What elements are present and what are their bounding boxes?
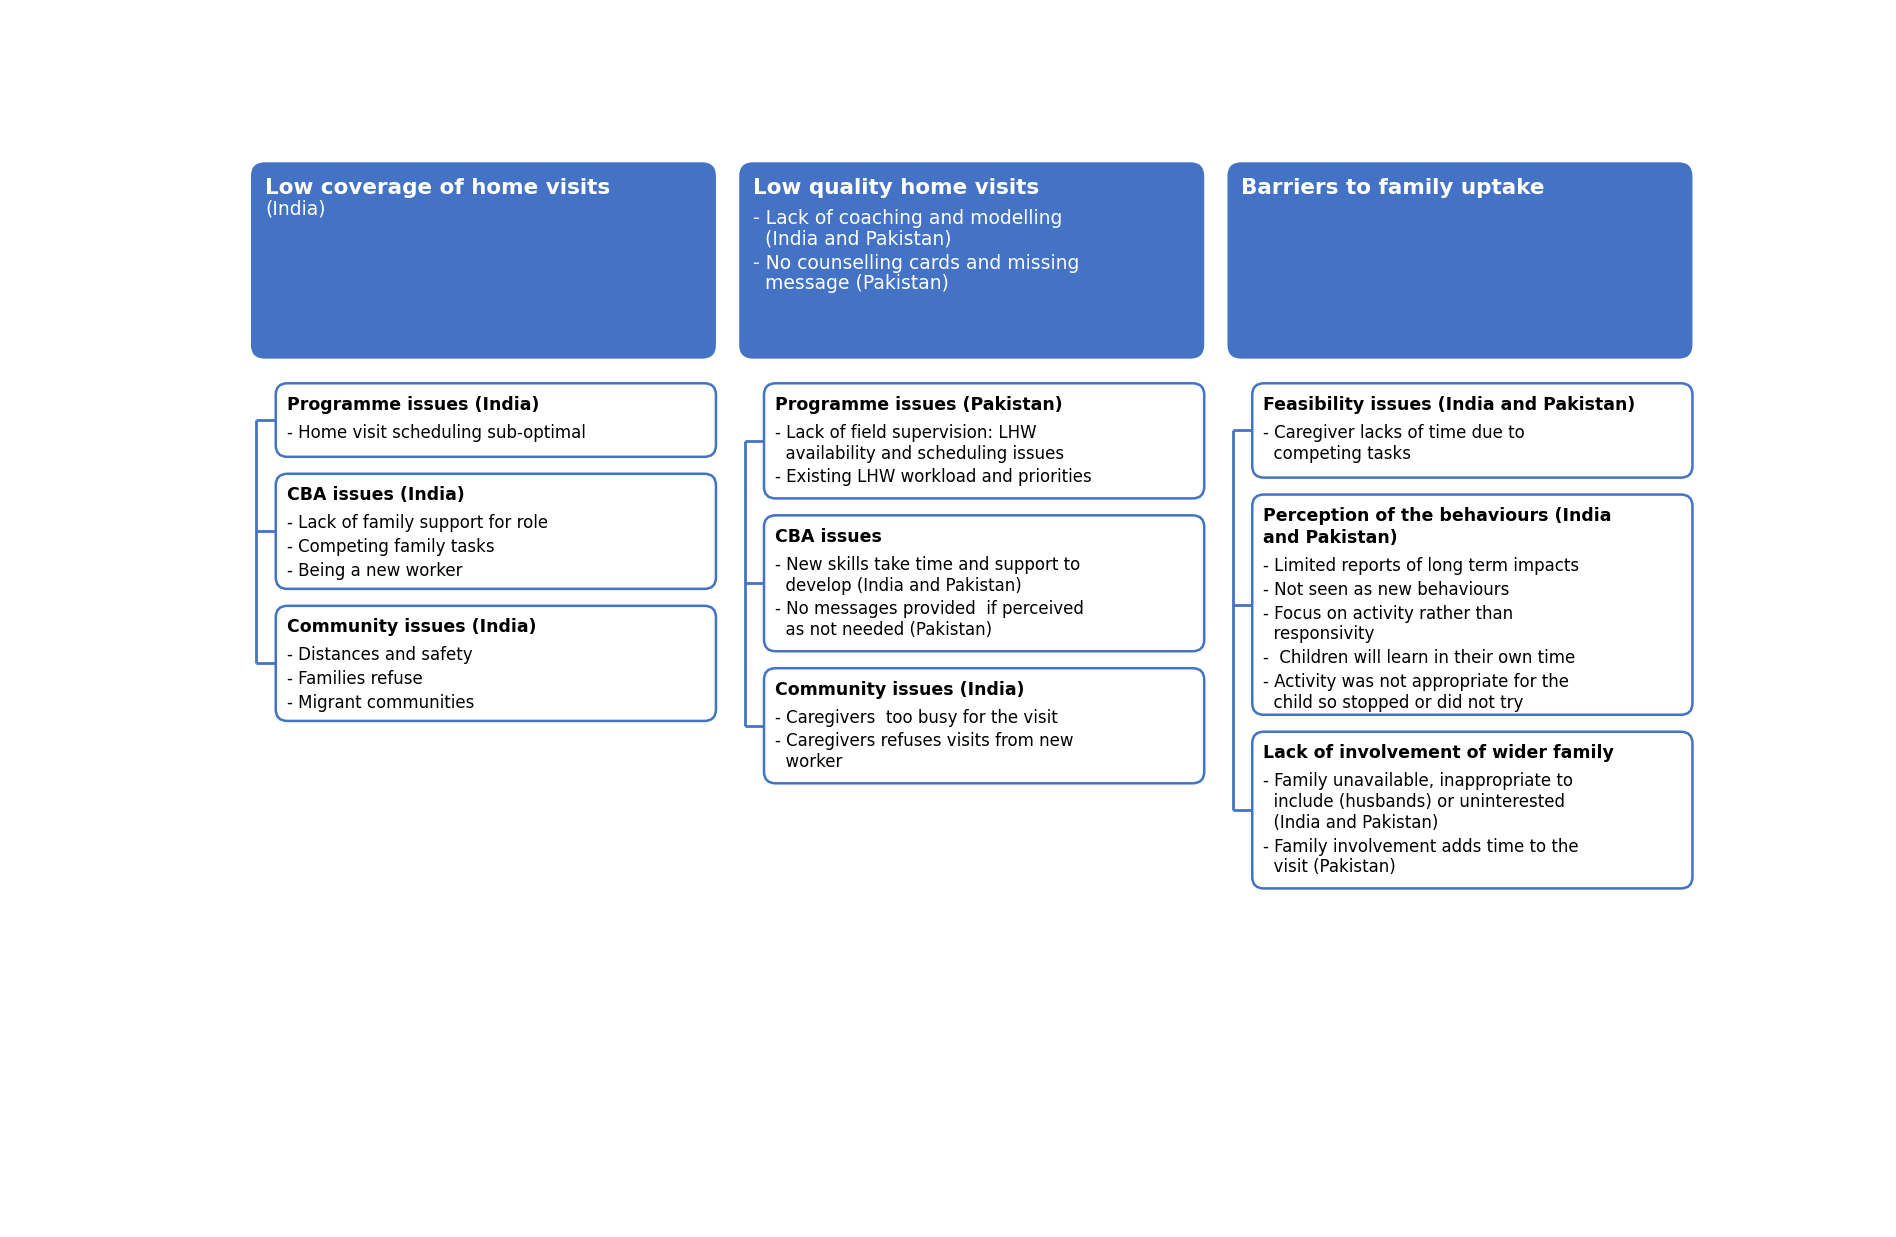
Text: and Pakistan): and Pakistan) [1263,529,1397,547]
Text: (India): (India) [265,199,326,219]
Text: child so stopped or did not try: child so stopped or did not try [1263,694,1524,713]
Text: - Migrant communities: - Migrant communities [286,694,474,713]
Text: Low coverage of home visits: Low coverage of home visits [265,178,611,198]
Text: as not needed (Pakistan): as not needed (Pakistan) [775,621,992,640]
Text: - Not seen as new behaviours: - Not seen as new behaviours [1263,581,1509,599]
FancyBboxPatch shape [275,606,717,721]
Text: - Lack of coaching and modelling: - Lack of coaching and modelling [753,209,1062,228]
Text: Feasibility issues (India and Pakistan): Feasibility issues (India and Pakistan) [1263,396,1636,413]
Text: - Home visit scheduling sub-optimal: - Home visit scheduling sub-optimal [286,424,586,442]
Text: Programme issues (India): Programme issues (India) [286,396,538,413]
Text: - Caregivers refuses visits from new: - Caregivers refuses visits from new [775,732,1073,751]
Text: - No counselling cards and missing: - No counselling cards and missing [753,254,1079,272]
FancyBboxPatch shape [275,383,717,456]
Text: - Focus on activity rather than: - Focus on activity rather than [1263,605,1513,622]
Text: visit (Pakistan): visit (Pakistan) [1263,858,1395,876]
FancyBboxPatch shape [1251,383,1693,477]
Text: Low quality home visits: Low quality home visits [753,178,1039,198]
FancyBboxPatch shape [764,668,1204,783]
Text: - Competing family tasks: - Competing family tasks [286,538,495,557]
Text: - Family involvement adds time to the: - Family involvement adds time to the [1263,837,1579,856]
Text: - Lack of field supervision: LHW: - Lack of field supervision: LHW [775,424,1037,442]
FancyBboxPatch shape [250,162,717,359]
Text: - No messages provided  if perceived: - No messages provided if perceived [775,600,1085,618]
Text: responsivity: responsivity [1263,626,1375,643]
Text: - Caregivers  too busy for the visit: - Caregivers too busy for the visit [775,709,1058,726]
Text: Community issues (India): Community issues (India) [286,618,537,636]
Text: CBA issues (India): CBA issues (India) [286,486,465,505]
Text: - New skills take time and support to: - New skills take time and support to [775,555,1081,574]
Text: include (husbands) or uninterested: include (husbands) or uninterested [1263,793,1564,811]
Text: - Existing LHW workload and priorities: - Existing LHW workload and priorities [775,469,1092,486]
FancyBboxPatch shape [764,383,1204,499]
Text: - Lack of family support for role: - Lack of family support for role [286,515,548,532]
Text: (India and Pakistan): (India and Pakistan) [753,230,952,249]
Text: - Limited reports of long term impacts: - Limited reports of long term impacts [1263,557,1579,575]
Text: Community issues (India): Community issues (India) [775,680,1024,699]
Text: competing tasks: competing tasks [1263,444,1411,463]
FancyBboxPatch shape [275,474,717,589]
Text: worker: worker [775,753,842,772]
Text: - Families refuse: - Families refuse [286,670,423,688]
FancyBboxPatch shape [1227,162,1693,359]
Text: CBA issues: CBA issues [775,528,882,546]
Text: - Caregiver lacks of time due to: - Caregiver lacks of time due to [1263,424,1524,442]
Text: - Activity was not appropriate for the: - Activity was not appropriate for the [1263,673,1570,691]
Text: Perception of the behaviours (India: Perception of the behaviours (India [1263,507,1612,524]
FancyBboxPatch shape [1251,732,1693,888]
Text: Programme issues (Pakistan): Programme issues (Pakistan) [775,396,1062,413]
Text: Barriers to family uptake: Barriers to family uptake [1242,178,1545,198]
Text: Lack of involvement of wider family: Lack of involvement of wider family [1263,743,1613,762]
Text: (India and Pakistan): (India and Pakistan) [1263,814,1439,831]
Text: - Distances and safety: - Distances and safety [286,646,472,664]
FancyBboxPatch shape [739,162,1204,359]
Text: develop (India and Pakistan): develop (India and Pakistan) [775,576,1022,595]
Text: message (Pakistan): message (Pakistan) [753,275,950,293]
Text: -  Children will learn in their own time: - Children will learn in their own time [1263,649,1576,667]
FancyBboxPatch shape [1251,495,1693,715]
Text: availability and scheduling issues: availability and scheduling issues [775,444,1064,463]
Text: - Being a new worker: - Being a new worker [286,562,463,580]
Text: - Family unavailable, inappropriate to: - Family unavailable, inappropriate to [1263,772,1574,790]
FancyBboxPatch shape [764,516,1204,651]
